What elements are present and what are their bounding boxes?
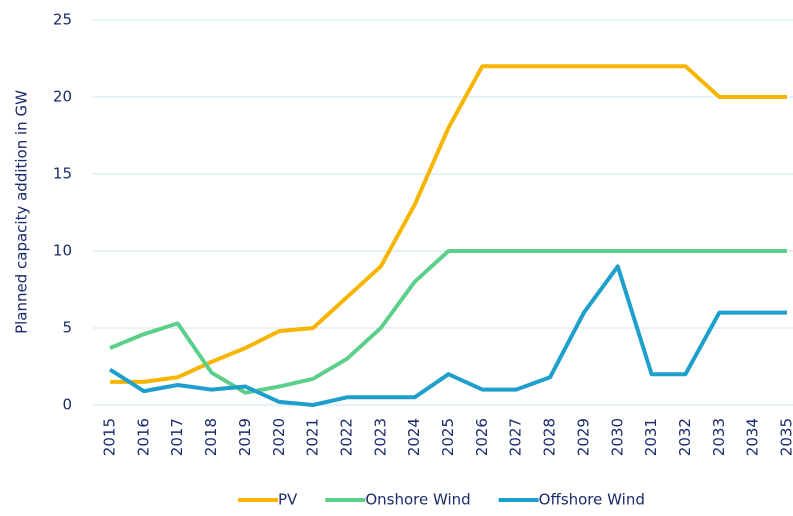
x-tick-label: 2026: [473, 418, 491, 456]
x-tick-label: 2024: [405, 418, 423, 456]
legend-label: PV: [278, 491, 298, 509]
legend-label: Onshore Wind: [365, 491, 470, 509]
x-tick-label: 2021: [304, 418, 322, 456]
x-tick-label: 2033: [710, 418, 728, 456]
x-tick-label: 2029: [574, 418, 592, 456]
x-tick-label: 2027: [507, 418, 525, 456]
x-tick-label: 2020: [270, 418, 288, 456]
y-tick-label: 5: [62, 319, 72, 337]
y-tick-label: 0: [62, 396, 72, 414]
series-line: [110, 64, 787, 384]
series-line: [109, 249, 787, 395]
x-tick-label: 2018: [202, 418, 220, 456]
x-tick-label: 2025: [439, 418, 457, 456]
y-tick-label: 20: [53, 88, 72, 106]
legend-label: Offshore Wind: [539, 491, 645, 509]
x-tick-label: 2035: [778, 418, 793, 456]
x-tick-label: 2032: [676, 418, 694, 456]
x-tick-label: 2016: [134, 418, 152, 456]
y-axis-label: Planned capacity addition in GW: [13, 90, 31, 334]
x-tick-label: 2022: [337, 418, 355, 456]
x-tick-label: 2034: [744, 418, 762, 456]
x-tick-label: 2031: [642, 418, 660, 456]
x-tick-label: 2017: [168, 418, 186, 456]
y-tick-label: 25: [53, 11, 72, 29]
y-tick-label: 10: [53, 242, 72, 260]
y-tick-label: 15: [53, 165, 72, 183]
x-tick-label: 2019: [236, 418, 254, 456]
x-tick-label: 2028: [541, 418, 559, 456]
x-tick-label: 2030: [608, 418, 626, 456]
x-tick-label: 2015: [101, 418, 119, 456]
x-tick-label: 2023: [371, 418, 389, 456]
series-line: [108, 264, 787, 407]
